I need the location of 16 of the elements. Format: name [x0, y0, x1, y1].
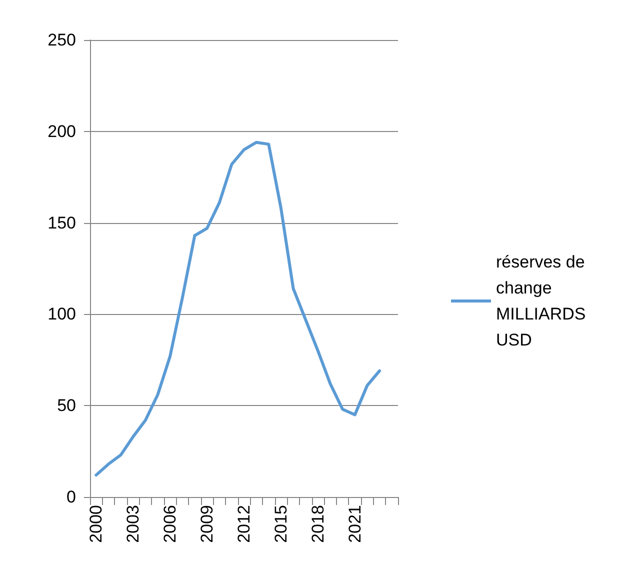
x-tick-label: 2021	[345, 505, 364, 543]
y-tick-label: 250	[48, 30, 76, 50]
y-tick-label: 150	[48, 213, 76, 232]
x-tick-label: 2012	[234, 505, 254, 543]
x-tick-label: 2006	[160, 505, 180, 543]
y-tick-label: 200	[48, 122, 76, 141]
x-tick-label: 2000	[86, 505, 106, 543]
x-tick-label: 2018	[308, 505, 328, 543]
x-tick-label: 2009	[198, 505, 217, 543]
x-tick-label: 2015	[271, 505, 290, 543]
legend-label: réserves de change MILLIARDS USD	[496, 252, 590, 350]
y-tick-label: 100	[48, 304, 76, 324]
y-tick-label: 50	[57, 396, 76, 416]
line-series	[94, 140, 382, 477]
y-tick-label: 0	[66, 488, 76, 506]
x-tick-label: 2003	[124, 505, 143, 543]
